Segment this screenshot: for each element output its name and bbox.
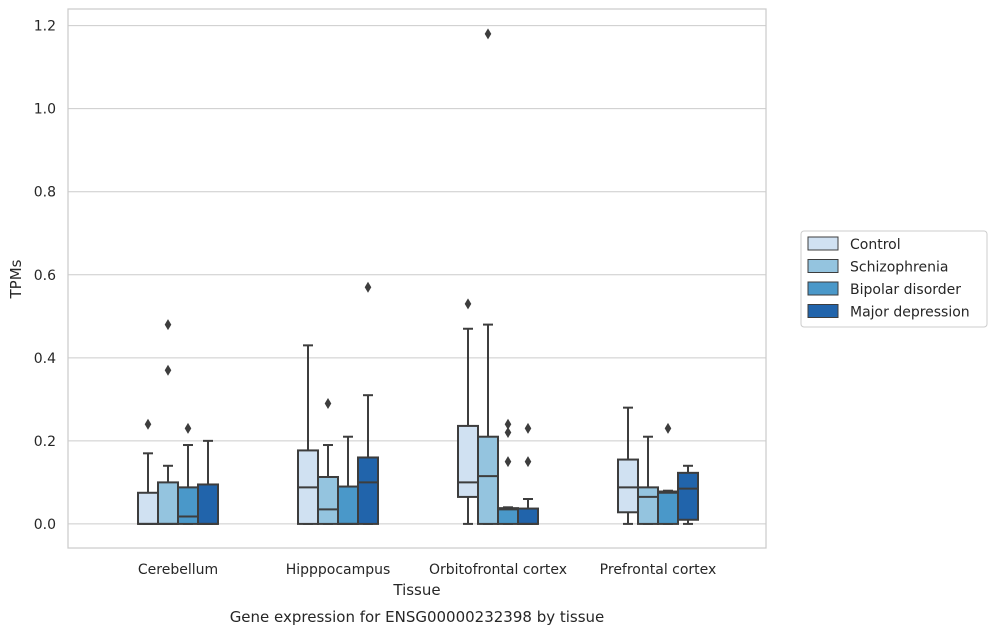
boxes: [137, 28, 699, 525]
x-tick-label: Prefrontal cortex: [600, 562, 717, 578]
outlier-point: [524, 422, 532, 434]
box-iqr: [657, 490, 679, 525]
y-axis-label: TPMs: [7, 259, 25, 299]
box-iqr: [137, 491, 159, 525]
outlier-point: [664, 422, 672, 434]
legend-label: Major depression: [850, 305, 970, 321]
box-control: [617, 406, 639, 525]
x-tick-label: Hipppocampus: [286, 562, 391, 578]
box-major-depression: [197, 439, 219, 525]
legend-swatch: [807, 304, 839, 318]
box-iqr: [617, 458, 639, 514]
box-iqr: [357, 456, 379, 525]
box-major-depression: [677, 464, 699, 525]
y-tick-label: 1.0: [34, 102, 56, 118]
y-tick-label: 1.2: [34, 19, 56, 35]
outlier-point: [504, 456, 512, 468]
outlier-point: [504, 418, 512, 430]
box-iqr: [517, 507, 539, 525]
legend: Control Schizophrenia Bipolar disorder Majo…: [800, 230, 988, 328]
box-iqr: [477, 435, 499, 525]
outlier-point: [464, 298, 472, 310]
legend-frame: [800, 230, 988, 328]
outlier-point: [324, 397, 332, 409]
y-axis-ticks: 0.0 0.2 0.4 0.6 0.8 1.0 1.2: [34, 19, 56, 533]
box-major-depression: [357, 281, 379, 525]
x-axis-label: Tissue: [392, 581, 440, 599]
legend-swatch: [807, 281, 839, 296]
outlier-point: [504, 427, 512, 439]
box-major-depression: [517, 422, 539, 525]
box-iqr: [177, 486, 199, 525]
box-schizophrenia: [157, 319, 179, 525]
outlier-point: [144, 418, 152, 430]
plot-frame: [67, 8, 767, 549]
legend-label: Bipolar disorder: [850, 282, 961, 298]
box-control: [137, 418, 159, 525]
box-bipolar-disorder: [497, 418, 519, 525]
outlier-point: [364, 281, 372, 293]
gridlines: [68, 25, 766, 525]
legend-label: Schizophrenia: [850, 260, 948, 276]
x-axis-ticks: Cerebellum Hipppocampus Orbitofrontal cort…: [138, 562, 716, 578]
box-iqr: [497, 507, 519, 525]
legend-swatch: [807, 259, 839, 273]
box-iqr: [677, 471, 699, 521]
chart-caption: Gene expression for ENSG00000232398 by t…: [230, 608, 605, 626]
box-control: [297, 344, 319, 525]
box-iqr: [157, 481, 179, 525]
outlier-point: [184, 422, 192, 434]
box-bipolar-disorder: [657, 422, 679, 525]
box-iqr: [317, 475, 339, 525]
y-tick-label: 0.0: [34, 517, 56, 533]
y-tick-label: 0.6: [34, 268, 56, 284]
x-tick-label: Cerebellum: [138, 562, 218, 578]
y-tick-label: 0.8: [34, 185, 56, 201]
legend-label: Control: [850, 237, 901, 253]
box-iqr: [337, 485, 359, 525]
box-schizophrenia: [317, 397, 339, 525]
outlier-point: [164, 319, 172, 331]
box-schizophrenia: [477, 28, 499, 525]
box-bipolar-disorder: [177, 422, 199, 525]
legend-swatch: [807, 236, 839, 251]
y-tick-label: 0.4: [34, 351, 56, 367]
x-tick-label: Orbitofrontal cortex: [429, 562, 567, 578]
plot-background: [68, 9, 766, 548]
box-iqr: [457, 424, 479, 498]
outlier-point: [484, 28, 492, 40]
box-iqr: [197, 483, 219, 525]
box-iqr: [637, 486, 659, 525]
outlier-point: [524, 456, 532, 468]
y-tick-label: 0.2: [34, 434, 56, 450]
outlier-point: [164, 364, 172, 376]
